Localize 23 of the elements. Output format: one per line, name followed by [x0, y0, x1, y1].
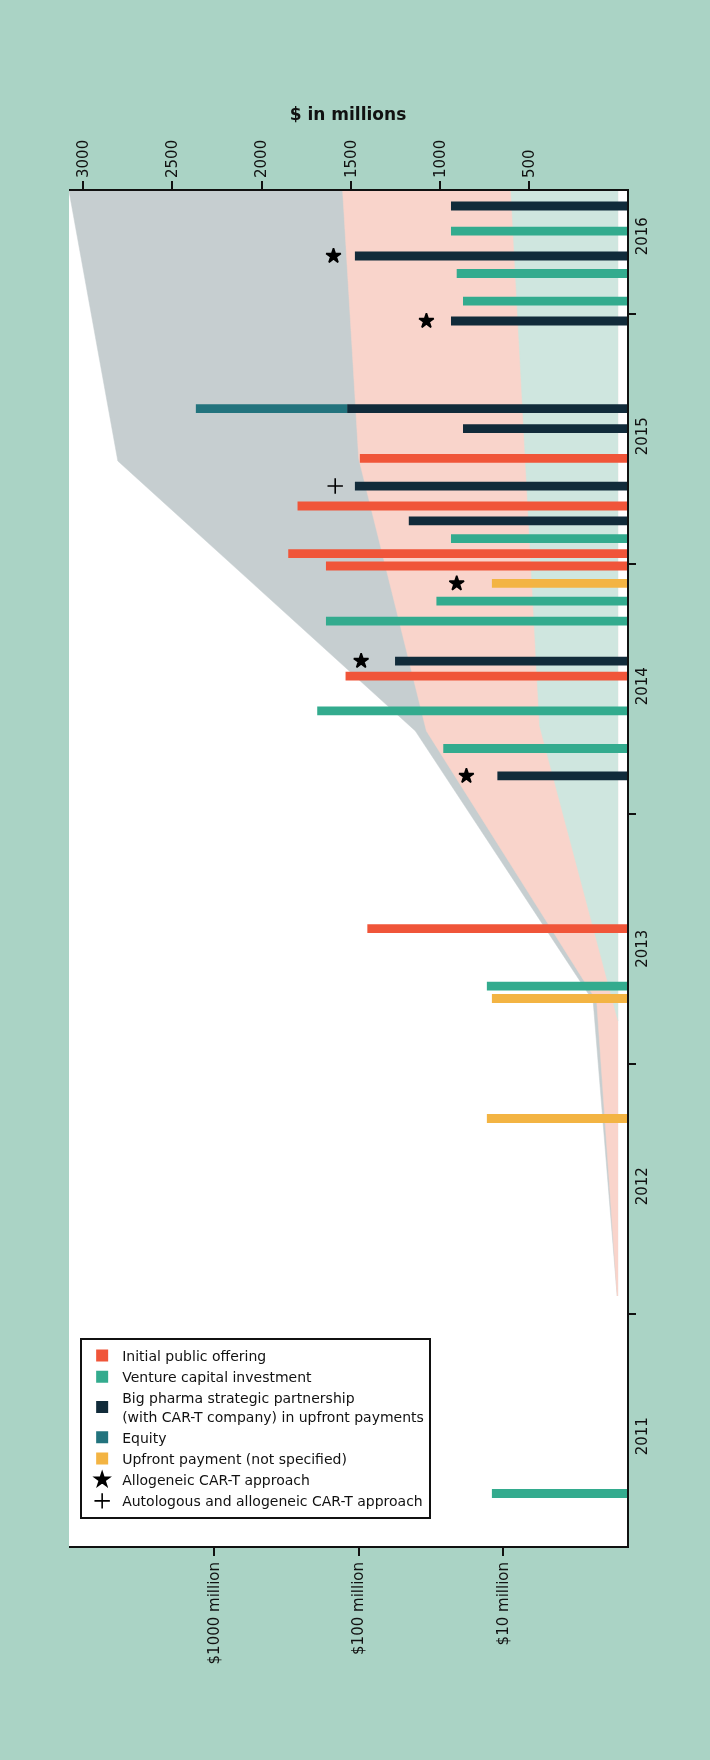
legend-label: Initial public offering — [122, 1347, 267, 1364]
x2-tick-label: 2500 — [163, 139, 182, 178]
x-tick-label: $10 million — [494, 1562, 513, 1646]
x2-tick-label: 500 — [519, 149, 538, 178]
legend-label: Autologous and allogeneic CAR-T approach — [122, 1493, 423, 1510]
legend-label: Upfront payment (not specified) — [122, 1450, 347, 1467]
x2-tick-label: 1000 — [430, 139, 449, 178]
y-tick-label: 2016 — [633, 217, 651, 256]
y-tick-label: 2015 — [633, 417, 651, 456]
legend-label: Equity — [122, 1429, 167, 1446]
x2-tick-label: 3000 — [74, 139, 93, 178]
y-tick-label: 2013 — [633, 929, 651, 968]
legend-label: Venture capital investment — [122, 1369, 313, 1386]
y-tick-label: 2014 — [633, 667, 651, 706]
x-tick-label: $100 million — [349, 1562, 368, 1655]
legend-label: Big pharma strategic partnership (with CAR-T company) in upfront payments — [122, 1390, 424, 1425]
y-tick-label: 2012 — [633, 1167, 651, 1206]
legend-label: Allogeneic CAR-T approach — [122, 1472, 310, 1489]
y-tick-label: 2011 — [633, 1417, 651, 1456]
x-tick-label: $1000 million — [204, 1562, 223, 1665]
x2-tick-label: 2000 — [252, 139, 271, 178]
x2-axis-title: $ in millions — [289, 103, 407, 124]
x2-tick-label: 1500 — [341, 139, 360, 178]
